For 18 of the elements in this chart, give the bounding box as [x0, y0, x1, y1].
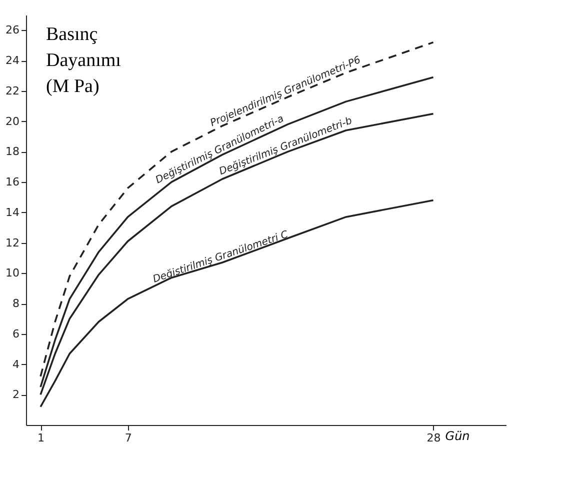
y-tick-label: 20 — [6, 114, 20, 128]
y-tick-label: 14 — [6, 206, 20, 219]
y-tick-label: 12 — [6, 236, 20, 250]
y-tick-label: 18 — [6, 145, 20, 158]
y-tick-label: 8 — [12, 297, 20, 310]
y-tick-label: 10 — [6, 266, 20, 280]
y-tick-label: 2 — [12, 388, 20, 402]
x-tick-label: 1 — [38, 432, 45, 444]
y-axis-title: Basınç Dayanımı (M Pa) — [46, 24, 121, 97]
x-tick-label: 7 — [124, 432, 132, 444]
y-tick-label: 22 — [6, 84, 20, 98]
y-tick-label: 24 — [6, 54, 20, 68]
x-axis-title: Gün — [445, 429, 470, 443]
y-tick-label: 26 — [6, 24, 20, 37]
y-tick-label: 16 — [6, 176, 20, 189]
y-tick-label: 4 — [12, 358, 20, 371]
y-tick-label: 6 — [12, 327, 20, 340]
x-tick-label: 28 — [426, 432, 441, 444]
